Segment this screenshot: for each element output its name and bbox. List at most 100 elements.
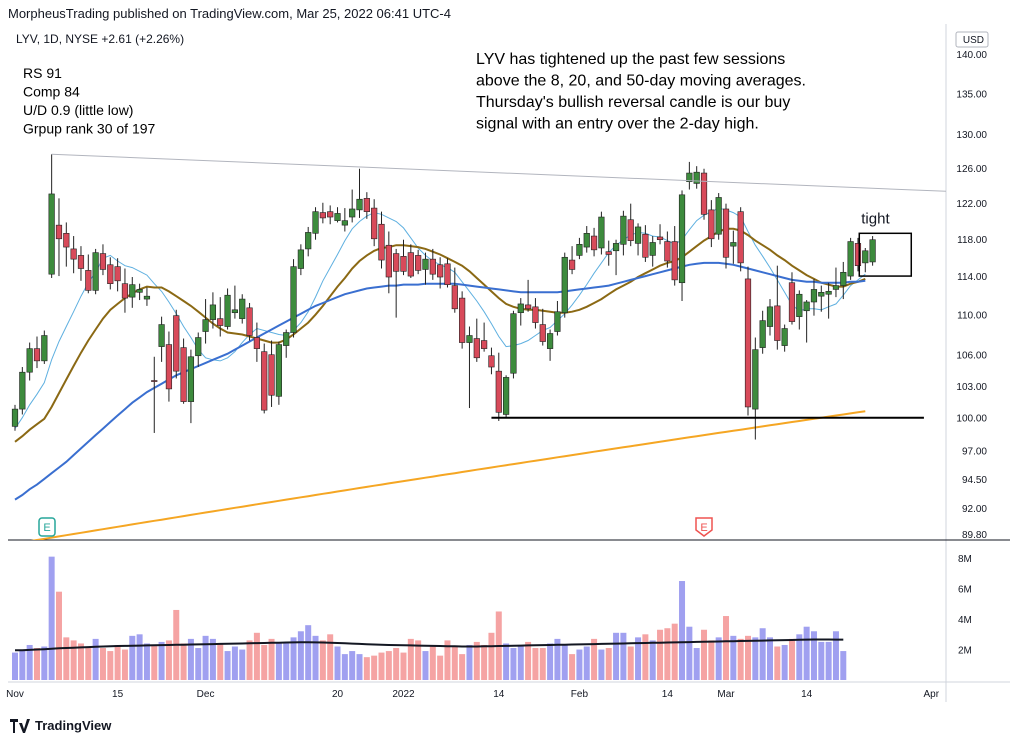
candle-down-body (319, 212, 326, 219)
candle (165, 331, 173, 402)
stat-line: Comp 84 (23, 84, 80, 100)
ma50-line (14, 261, 866, 501)
candle-down-body (85, 270, 92, 291)
candle (217, 297, 224, 337)
candle-up-body (620, 215, 627, 245)
candle (268, 340, 275, 407)
volume-bar (92, 638, 99, 680)
candle (136, 283, 143, 301)
candle (752, 337, 759, 440)
candle (349, 189, 356, 223)
candle-up-body (869, 239, 876, 263)
time-tick-label: Feb (571, 689, 589, 700)
candle (627, 203, 634, 247)
candle-up-body (349, 208, 356, 218)
candle (840, 261, 847, 300)
volume-bar (701, 629, 708, 680)
volume-bar (231, 646, 238, 680)
footer-brand: TradingView (35, 718, 112, 733)
candle (598, 211, 605, 255)
candle (393, 248, 400, 318)
candle-up-body (466, 335, 473, 343)
candle (41, 330, 48, 364)
time-tick-label: Mar (717, 689, 735, 700)
candle-up-body (546, 333, 554, 349)
volume-bar (825, 641, 832, 680)
candle (11, 404, 19, 431)
candle-down-body (393, 253, 400, 272)
volume-bar (517, 644, 524, 680)
volume-bar (187, 638, 194, 680)
candle-down-body (495, 370, 502, 413)
tradingview-footer[interactable]: TradingView (10, 718, 111, 733)
candle (275, 341, 282, 405)
candle-down-body (605, 251, 612, 255)
candle (63, 222, 70, 267)
volume-bar (605, 648, 612, 680)
earnings-badge (38, 517, 56, 537)
candle (576, 237, 583, 260)
volume-bar (796, 634, 803, 680)
candle-down-body (437, 264, 444, 278)
volume-bar (686, 626, 693, 680)
candle (224, 288, 231, 330)
volume-bar (195, 648, 202, 680)
candle-up-body (209, 304, 217, 320)
volume-bar (473, 641, 480, 680)
candle-down-body (444, 263, 451, 285)
time-tick-label: 20 (332, 689, 344, 700)
candle (583, 226, 590, 253)
volume-bar (114, 644, 121, 680)
candle (481, 322, 488, 352)
volume-tick-label: 2M (958, 646, 972, 657)
candle-down-body (671, 241, 678, 281)
volume-bar (525, 641, 532, 680)
candle-up-body (715, 197, 722, 235)
volume-bar (840, 651, 847, 680)
candle-down-body (656, 236, 664, 241)
candle-down-body (114, 266, 121, 282)
candle (781, 324, 788, 352)
candle (774, 265, 781, 350)
candle (495, 352, 502, 421)
candle-down-body (151, 380, 158, 382)
volume-bar (642, 634, 649, 680)
candle (70, 236, 77, 274)
candle (473, 318, 480, 362)
volume-bar (437, 655, 444, 680)
candle (312, 207, 319, 240)
candle (488, 347, 495, 375)
symbol-legend: LYV, 1D, NYSE +2.61 (+2.26%) (16, 32, 184, 46)
volume-bar (378, 652, 385, 680)
candle-down-body (708, 209, 715, 240)
volume-bar (290, 637, 297, 680)
candle-up-body (158, 324, 165, 347)
volume-bar (217, 643, 224, 680)
time-tick-label: 2022 (392, 689, 415, 700)
candle (334, 207, 341, 223)
candle (195, 332, 202, 368)
candle-up-body (612, 243, 620, 252)
volume-bar (371, 655, 378, 680)
volume-bar (752, 637, 759, 680)
candle-up-body (759, 320, 766, 348)
volume-bar (415, 640, 422, 680)
volume-bar (627, 646, 634, 680)
time-tick-label: 14 (493, 689, 505, 700)
volume-bar (488, 632, 495, 680)
volume-bar (774, 646, 781, 680)
volume-bar (268, 638, 275, 680)
volume-bars (12, 556, 847, 680)
candle (700, 168, 708, 220)
candle (77, 246, 85, 281)
candle (19, 367, 26, 415)
time-tick-label: Dec (197, 689, 215, 700)
candle (869, 236, 876, 266)
volume-bar (459, 654, 466, 680)
candle-up-body (649, 242, 656, 256)
candle (283, 329, 290, 358)
candle-down-body (63, 233, 70, 248)
candle-down-body (246, 307, 253, 336)
candle (385, 231, 392, 294)
candle-down-body (737, 211, 744, 264)
